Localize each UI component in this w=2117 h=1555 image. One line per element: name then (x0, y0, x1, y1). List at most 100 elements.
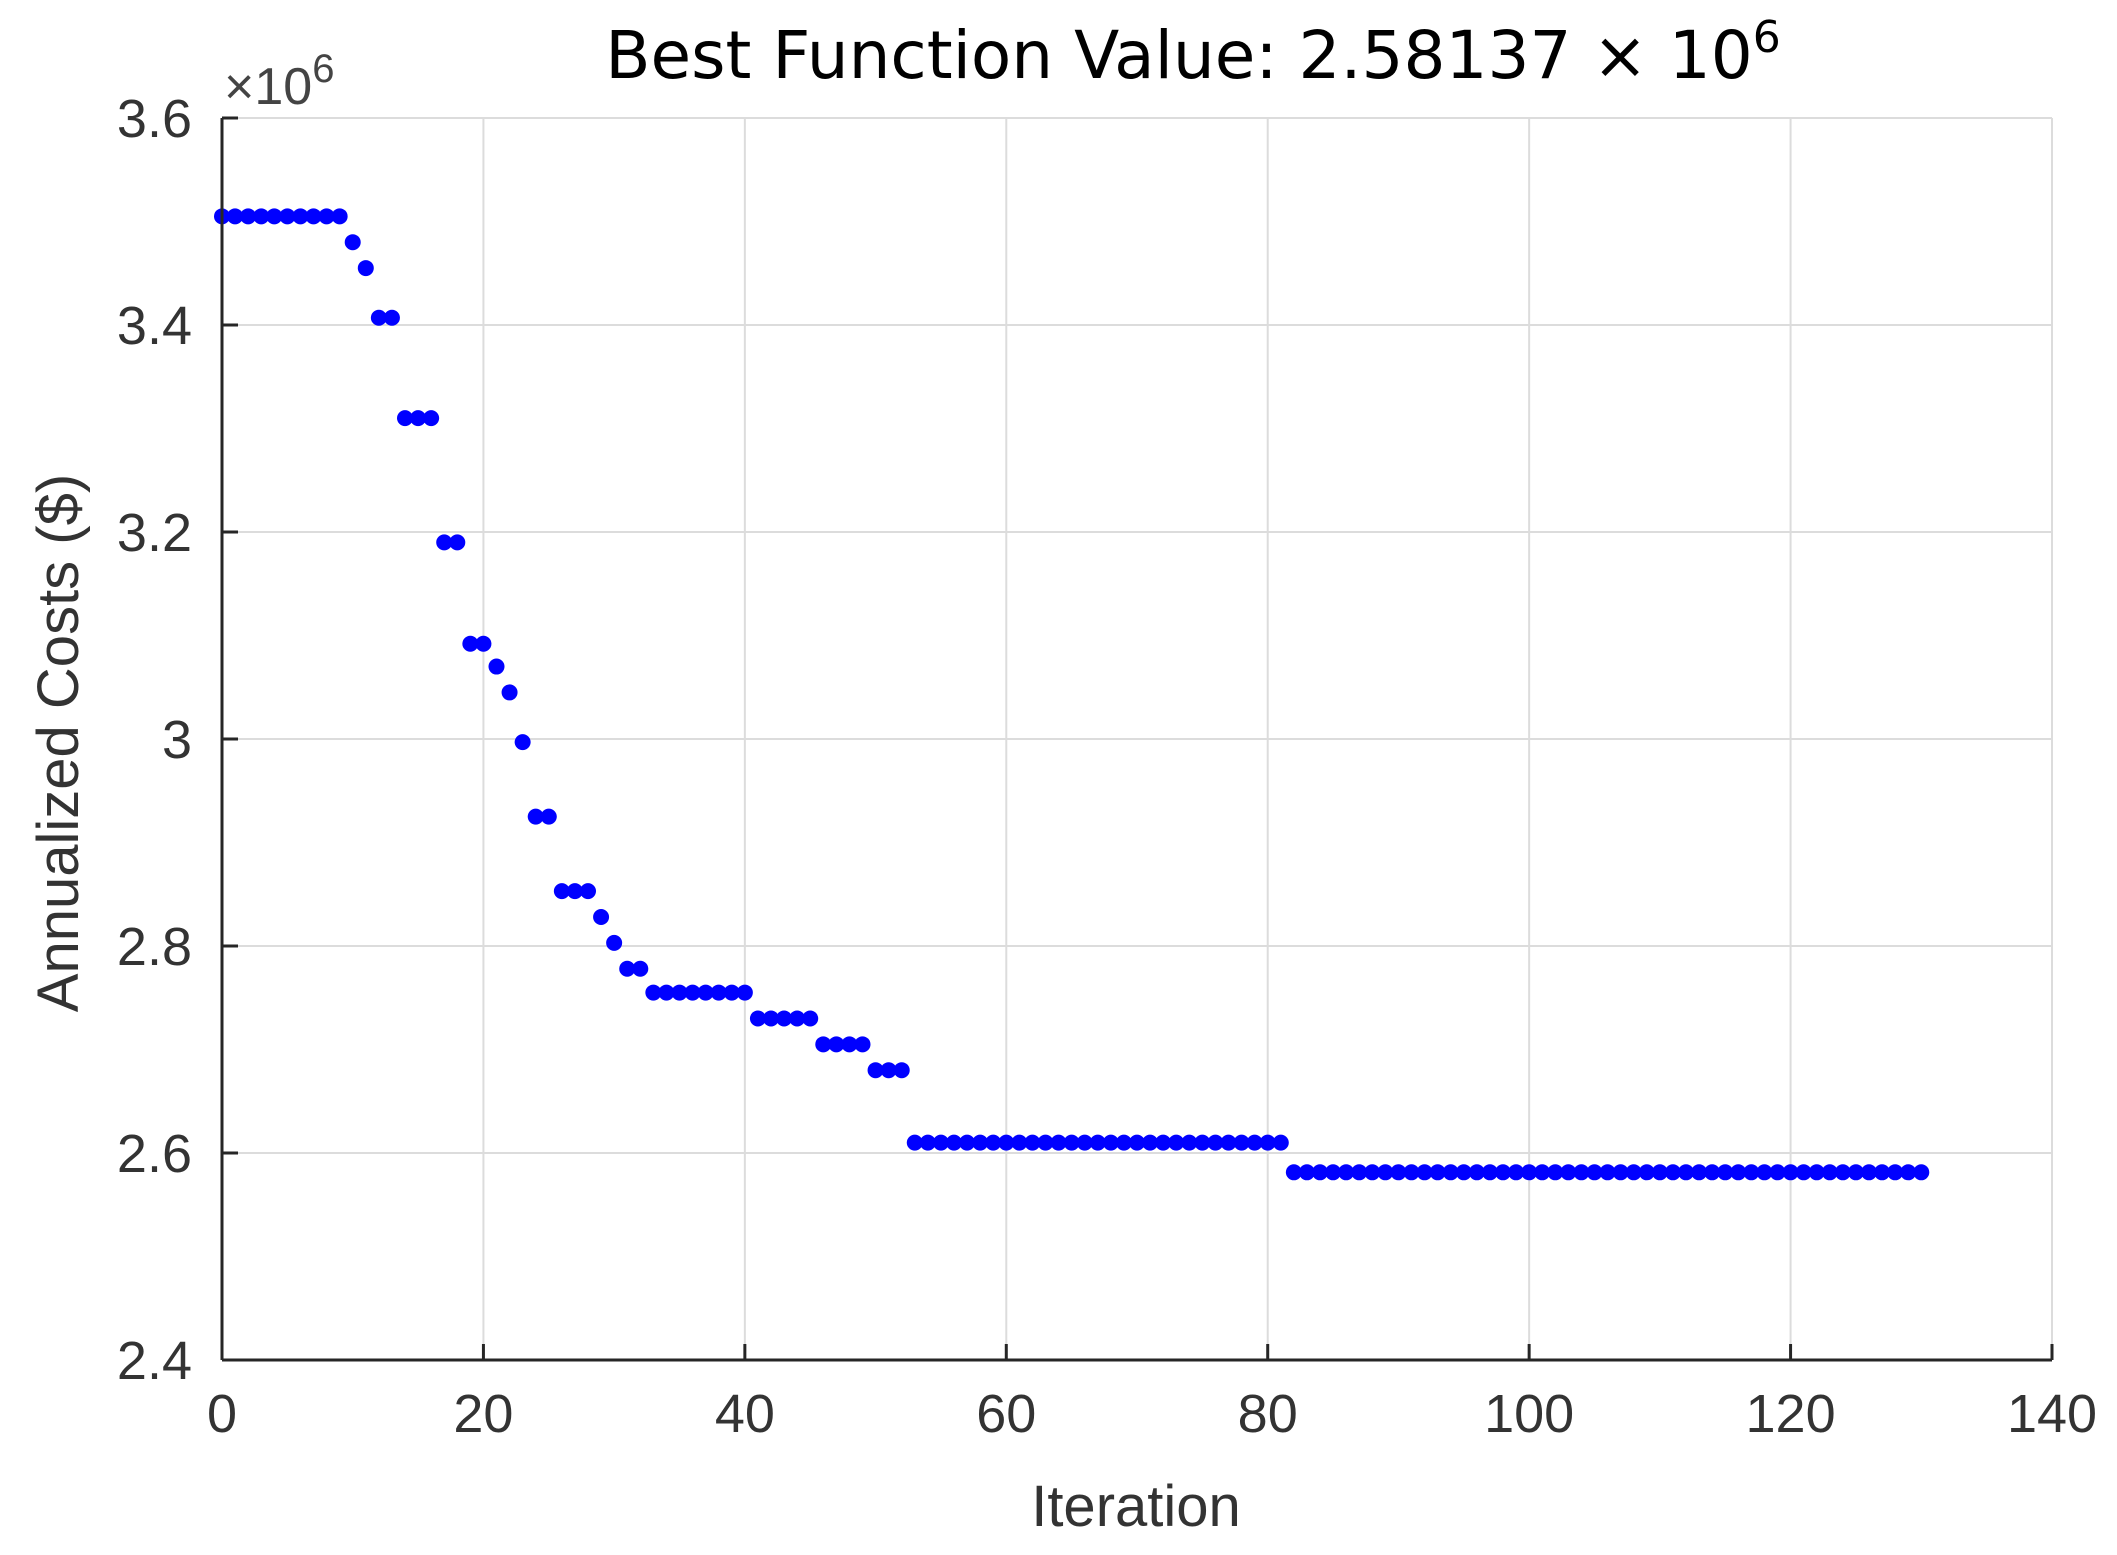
data-point (1364, 1164, 1381, 1181)
data-point (946, 1134, 962, 1151)
x-tick-label: 120 (1746, 1384, 1836, 1444)
data-point (789, 1010, 806, 1027)
data-point (1625, 1164, 1642, 1181)
data-point (1024, 1134, 1041, 1151)
data-point (1455, 1164, 1472, 1181)
y-tick-labels: 2.4 2.6 2.8 3 3.2 3.4 3.6 (117, 89, 192, 1391)
data-point (488, 658, 505, 675)
chart-title: Best Function Value: 2.58137 × 106 (605, 12, 1780, 94)
data-point (357, 260, 374, 277)
data-point (1547, 1164, 1564, 1181)
data-point (749, 1010, 766, 1027)
data-point (344, 234, 361, 251)
data-point (1638, 1164, 1655, 1181)
data-point (632, 960, 649, 977)
data-point (449, 534, 466, 551)
data-point (802, 1010, 819, 1027)
x-tick-label: 100 (1484, 1384, 1574, 1444)
data-point (1272, 1134, 1289, 1151)
data-point (1782, 1164, 1799, 1181)
data-point (1900, 1164, 1917, 1181)
data-point (854, 1036, 871, 1053)
y-tick-label: 2.6 (117, 1124, 192, 1184)
axes (220, 116, 2054, 1362)
data-point (1351, 1164, 1368, 1181)
data-point (1325, 1164, 1342, 1181)
data-point (763, 1010, 779, 1027)
data-point (1717, 1164, 1734, 1181)
data-point (1285, 1164, 1302, 1181)
data-point (671, 984, 688, 1001)
data-point (1743, 1164, 1760, 1181)
data-point (266, 208, 283, 225)
data-point (880, 1062, 897, 1079)
data-point (1521, 1164, 1538, 1181)
data-point (227, 208, 244, 225)
data-point (383, 309, 400, 326)
data-point (776, 1010, 793, 1027)
data-point (1298, 1164, 1315, 1181)
data-point (1168, 1134, 1185, 1151)
data-point (959, 1134, 976, 1151)
chart-title-exponent: 6 (1753, 12, 1781, 63)
data-point (1468, 1164, 1485, 1181)
data-point (1050, 1134, 1067, 1151)
data-point (1599, 1164, 1616, 1181)
data-point (331, 208, 348, 225)
data-point (1808, 1164, 1825, 1181)
data-point (553, 883, 570, 900)
x-tick-labels: 0 20 40 60 80 100 120 140 (207, 1384, 2097, 1444)
data-point (462, 635, 479, 652)
data-point (292, 208, 309, 225)
x-tick-label: 60 (976, 1384, 1036, 1444)
data-point (1481, 1164, 1498, 1181)
data-point (501, 684, 518, 701)
x-tick-label: 0 (207, 1384, 237, 1444)
x-axis-label: Iteration (1031, 1474, 1241, 1539)
data-point (1115, 1134, 1132, 1151)
data-point (423, 410, 440, 427)
data-point (998, 1134, 1015, 1151)
data-point (1821, 1164, 1838, 1181)
data-point (1142, 1134, 1159, 1151)
data-point (1338, 1164, 1355, 1181)
data-point (1495, 1164, 1511, 1181)
data-point (1037, 1134, 1054, 1151)
data-point (253, 208, 270, 225)
data-point (828, 1036, 845, 1053)
data-point (1194, 1134, 1211, 1151)
data-point (1769, 1164, 1786, 1181)
data-point (867, 1062, 884, 1079)
data-point (1390, 1164, 1407, 1181)
data-point (1704, 1164, 1721, 1181)
data-point (514, 734, 531, 751)
data-point (566, 883, 583, 900)
data-point (240, 208, 257, 225)
data-point (305, 208, 322, 225)
data-point (580, 883, 596, 900)
y-axis-exponent-prefix: ×10 (224, 58, 312, 116)
data-point (932, 1134, 949, 1151)
data-point (1664, 1164, 1681, 1181)
data-point (436, 534, 453, 551)
data-point (815, 1036, 832, 1053)
data-point (397, 410, 413, 427)
x-tick-label: 40 (715, 1384, 775, 1444)
data-point (841, 1036, 858, 1053)
data-point (1011, 1134, 1028, 1151)
data-point (1181, 1134, 1198, 1151)
data-point (1691, 1164, 1708, 1181)
y-tick-label: 3 (162, 710, 192, 770)
data-point (645, 984, 662, 1001)
data-point (1651, 1164, 1668, 1181)
data-point (906, 1134, 923, 1151)
data-point (1861, 1164, 1877, 1181)
data-point (1508, 1164, 1525, 1181)
data-point (1220, 1134, 1237, 1151)
data-point (1847, 1164, 1864, 1181)
y-axis-exponent-value: 6 (312, 47, 334, 91)
data-point (370, 309, 387, 326)
data-point (475, 635, 492, 652)
data-point (972, 1134, 989, 1151)
